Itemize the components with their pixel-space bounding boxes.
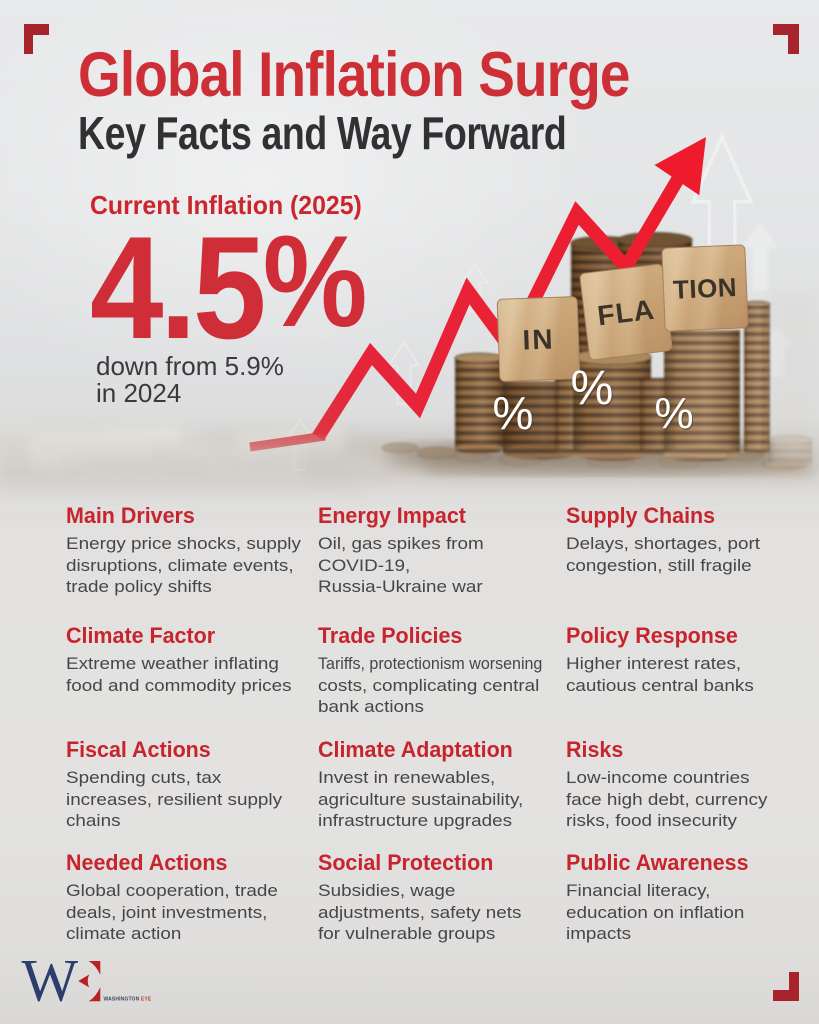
svg-text:%: %: [572, 364, 615, 417]
svg-text:WASHINGTON EYE: WASHINGTON EYE: [104, 997, 152, 1003]
svg-text:IN: IN: [522, 324, 555, 356]
svg-text:%: %: [571, 362, 614, 415]
svg-text:TION: TION: [672, 272, 737, 305]
svg-text:%: %: [493, 387, 534, 439]
svg-text:W: W: [22, 955, 79, 1014]
svg-text:%: %: [494, 389, 535, 441]
svg-text:%: %: [654, 389, 693, 438]
svg-text:FLA: FLA: [596, 294, 657, 332]
svg-text:%: %: [655, 391, 694, 440]
